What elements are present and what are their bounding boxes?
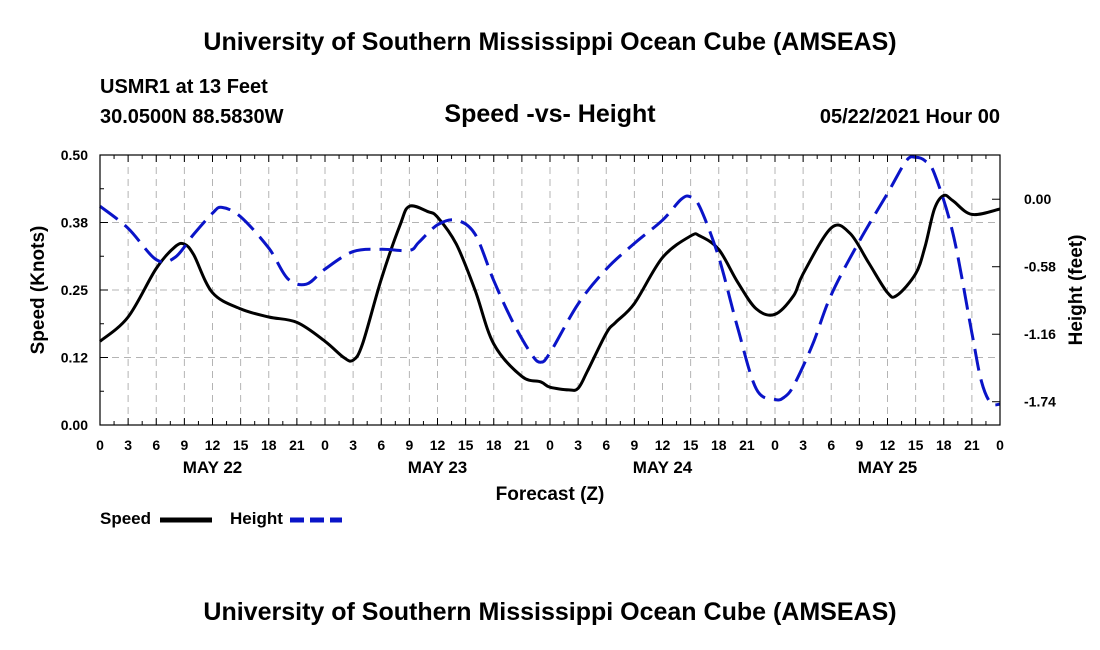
y-tick-label: 0.12: [61, 350, 88, 366]
footer-title: University of Southern Mississippi Ocean…: [203, 598, 897, 626]
x-tick-label: 0: [321, 437, 329, 453]
y2-tick-label: -1.74: [1024, 394, 1056, 410]
x-tick-label: 12: [430, 437, 446, 453]
x-day-label: MAY 22: [183, 458, 243, 477]
x-tick-label: 9: [630, 437, 638, 453]
x-tick-label: 3: [124, 437, 132, 453]
x-tick-label: 0: [771, 437, 779, 453]
chart-subtitle: Speed -vs- Height: [444, 100, 656, 128]
x-tick-label: 6: [602, 437, 610, 453]
series-line-height: [99, 155, 1001, 407]
x-tick-label: 3: [799, 437, 807, 453]
x-tick-label: 15: [458, 437, 474, 453]
x-tick-label: 6: [377, 437, 385, 453]
x-tick-label: 18: [711, 437, 727, 453]
y-tick-label: 0.38: [61, 215, 88, 231]
x-tick-label: 21: [289, 437, 305, 453]
x-tick-label: 18: [486, 437, 502, 453]
x-tick-label: 6: [152, 437, 160, 453]
x-day-label: MAY 24: [633, 458, 693, 477]
series-line-speed: [99, 193, 1001, 392]
station-label: USMR1 at 13 Feet: [100, 76, 268, 98]
x-tick-label: 15: [233, 437, 249, 453]
x-tick-label: 12: [655, 437, 671, 453]
axis-ticks: 0 3 6 9 12 15 18 21 0 3 6 9 12 15 18 21 0 3 6 9 12 15 18 21 0 3 6 9…: [61, 147, 1056, 477]
x-tick-label: 3: [574, 437, 582, 453]
x-tick-label: 18: [261, 437, 277, 453]
station-coordinates: 30.0500N 88.5830W: [100, 106, 284, 128]
grid-lines: [100, 155, 1000, 425]
x-tick-label: 9: [405, 437, 413, 453]
x-tick-label: 15: [683, 437, 699, 453]
x-day-label: MAY 23: [408, 458, 468, 477]
forecast-datetime: 05/22/2021 Hour 00: [819, 106, 1000, 128]
x-tick-label: 21: [514, 437, 530, 453]
legend-height-label: Height: [230, 509, 283, 528]
legend-speed-label: Speed: [100, 509, 152, 528]
x-tick-label: 0: [546, 437, 554, 453]
x-tick-label: 18: [936, 437, 952, 453]
y-tick-label: 0.00: [61, 417, 88, 433]
x-tick-label: 3: [349, 437, 357, 453]
y2-axis-label: Height (feet): [1066, 235, 1087, 346]
x-tick-label: 9: [180, 437, 188, 453]
x-tick-label: 0: [96, 437, 104, 453]
x-tick-label: 9: [855, 437, 863, 453]
y-tick-label: 0.25: [61, 282, 88, 298]
y-axis-label: Speed (Knots): [28, 226, 49, 355]
chart-title: University of Southern Mississippi Ocean…: [203, 28, 897, 56]
series-layer: [99, 155, 1001, 407]
x-tick-label: 21: [739, 437, 755, 453]
x-tick-label: 6: [827, 437, 835, 453]
x-tick-label: 15: [908, 437, 924, 453]
y-tick-label: 0.50: [61, 147, 88, 163]
x-tick-label: 0: [996, 437, 1004, 453]
x-tick-label: 12: [880, 437, 896, 453]
y2-tick-label: -1.16: [1024, 326, 1056, 342]
x-tick-label: 12: [205, 437, 221, 453]
y2-tick-label: -0.58: [1024, 259, 1056, 275]
x-tick-label: 21: [964, 437, 980, 453]
x-day-label: MAY 25: [858, 458, 918, 477]
y2-tick-label: 0.00: [1024, 191, 1051, 207]
x-axis-label: Forecast (Z): [496, 484, 605, 505]
